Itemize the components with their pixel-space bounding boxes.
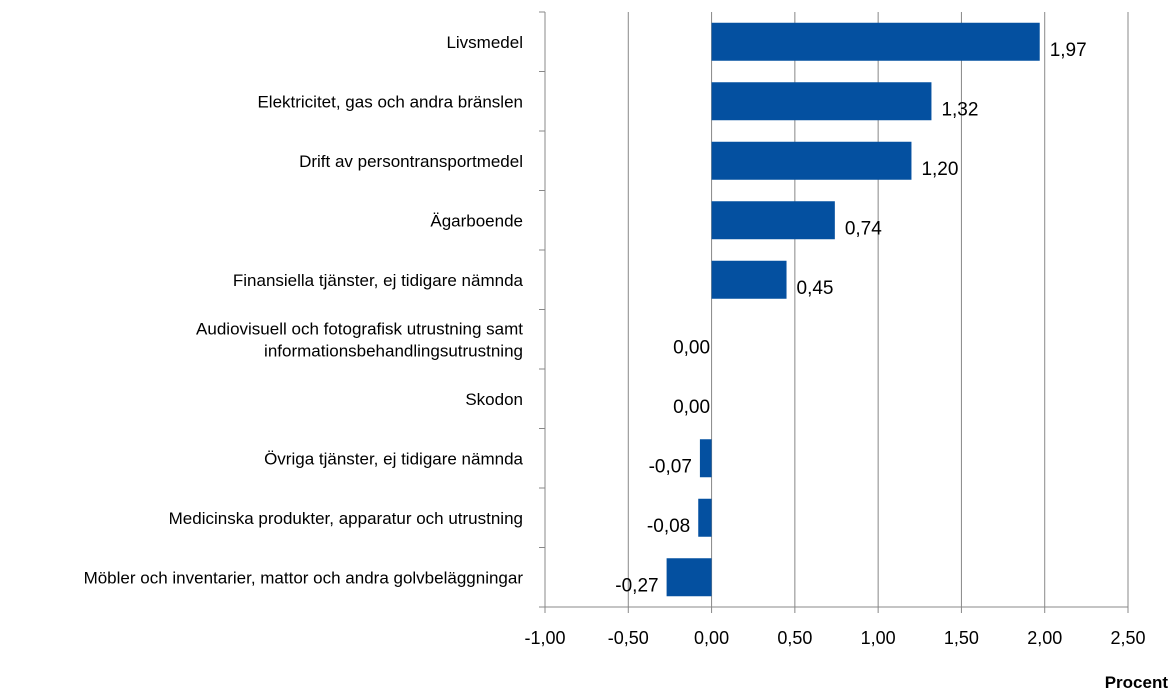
data-label-5: 0,00	[673, 337, 710, 358]
category-label-1: Elektricitet, gas och andra bränslen	[257, 92, 523, 111]
data-label-1: 1,32	[941, 99, 978, 120]
category-label-line: Drift av persontransportmedel	[299, 152, 523, 171]
category-label-line: Finansiella tjänster, ej tidigare nämnda	[233, 271, 524, 290]
category-label-0: Livsmedel	[446, 33, 523, 52]
category-label-line: Möbler och inventarier, mattor och andra…	[84, 568, 524, 587]
x-axis-title: Procent	[1105, 673, 1169, 690]
category-label-line: informationsbehandlingsutrustning	[264, 341, 523, 360]
bar-2	[711, 141, 912, 180]
x-tick-label-6: 2,00	[1027, 628, 1062, 648]
category-label-line: Skodon	[465, 390, 523, 409]
category-label-line: Livsmedel	[446, 33, 523, 52]
bars	[666, 22, 1040, 597]
x-tick-label-4: 1,00	[861, 628, 896, 648]
data-label-0: 1,97	[1050, 40, 1087, 61]
bar-3	[711, 201, 835, 240]
x-tick-label-0: -1,00	[524, 628, 565, 648]
category-label-5: Audiovisuell och fotografisk utrustning …	[196, 319, 523, 360]
data-label-3: 0,74	[845, 218, 882, 239]
bar-9	[666, 558, 712, 597]
category-label-line: Audiovisuell och fotografisk utrustning …	[196, 319, 523, 338]
data-label-9: -0,27	[615, 575, 658, 596]
category-label-8: Medicinska produkter, apparatur och utru…	[169, 509, 523, 528]
labels: -1,00 -0,50 0,00 0,50 1,00 1,50 2,00 2,50 1,97 Li…	[84, 33, 1146, 648]
category-label-line: Övriga tjänster, ej tidigare nämnda	[264, 449, 523, 468]
category-label-7: Övriga tjänster, ej tidigare nämnda	[264, 449, 523, 468]
category-label-3: Ägarboende	[430, 211, 523, 230]
bar-4	[711, 260, 787, 299]
x-tick-label-5: 1,50	[944, 628, 979, 648]
data-label-4: 0,45	[797, 278, 834, 299]
bar-7	[699, 439, 712, 478]
x-tick-label-7: 2,50	[1110, 628, 1145, 648]
data-label-8: -0,08	[647, 516, 690, 537]
data-label-7: -0,07	[649, 456, 692, 477]
category-label-line: Elektricitet, gas och andra bränslen	[257, 92, 523, 111]
bar-8	[698, 498, 712, 537]
category-label-line: Medicinska produkter, apparatur och utru…	[169, 509, 523, 528]
bar-1	[711, 82, 932, 121]
data-label-6: 0,00	[673, 397, 710, 418]
category-label-9: Möbler och inventarier, mattor och andra…	[84, 568, 524, 587]
category-label-line: Ägarboende	[430, 211, 523, 230]
data-label-2: 1,20	[921, 159, 958, 180]
axes	[539, 11, 1129, 613]
category-label-6: Skodon	[465, 390, 523, 409]
x-tick-label-3: 0,50	[777, 628, 812, 648]
category-label-2: Drift av persontransportmedel	[299, 152, 523, 171]
x-tick-label-2: 0,00	[694, 628, 729, 648]
category-label-4: Finansiella tjänster, ej tidigare nämnda	[233, 271, 524, 290]
bar-0	[711, 22, 1040, 61]
x-tick-label-1: -0,50	[608, 628, 649, 648]
